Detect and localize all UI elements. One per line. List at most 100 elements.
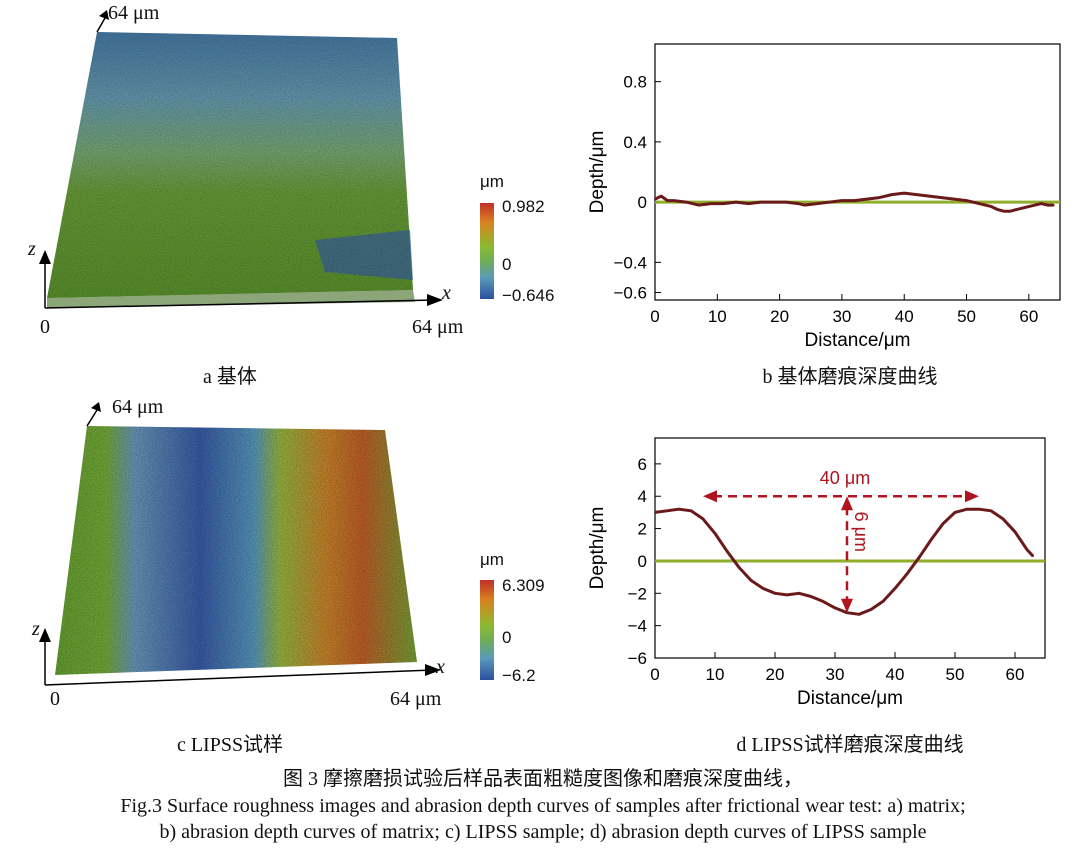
- b-data-point: [1021, 207, 1024, 210]
- c-colorbar-zero: 0: [502, 628, 512, 647]
- b-data-point: [685, 201, 688, 204]
- d-data-point: [978, 508, 980, 511]
- b-data-point: [890, 193, 893, 196]
- b-data-point: [928, 195, 931, 197]
- d-x-tick-label: 50: [946, 665, 965, 684]
- b-x-tick-label: 50: [957, 307, 976, 326]
- c-z-axis-label: z: [32, 618, 40, 640]
- d-data-point: [858, 613, 860, 616]
- c-x-axis-label: x: [436, 656, 445, 678]
- d-depth-arrow-bottom-head: [841, 598, 853, 613]
- b-data-point: [710, 202, 712, 205]
- b-data-point: [1052, 204, 1055, 207]
- chart-d: 0 10 20 30 40 50 606420−2−4−6Distance/μmDepth/…: [587, 437, 1046, 709]
- b-y-tick-label: −0.6: [613, 283, 647, 302]
- d-data-point: [870, 608, 872, 611]
- surface-image-c: [39, 402, 441, 686]
- a-colorbar-min: −0.646: [502, 286, 555, 305]
- d-data-point: [654, 511, 656, 514]
- d-data-point: [738, 566, 740, 569]
- d-data-point: [690, 509, 692, 512]
- b-data-point: [1046, 204, 1049, 207]
- b-data-point: [978, 202, 980, 205]
- a-colorbar-zero: 0: [502, 255, 512, 274]
- b-data-point: [747, 202, 750, 205]
- d-y-tick-label: 6: [638, 455, 647, 474]
- b-x-tick-label: 60: [1019, 307, 1038, 326]
- a-colorbar-max: 0.982: [502, 197, 545, 216]
- b-data-point: [666, 199, 669, 202]
- b-x-tick-label: 10: [708, 307, 727, 326]
- b-data-point: [1034, 204, 1036, 207]
- chart-b: 0 10 20 30 40 50 60 0.8 0.4 0 −0.4 −0.6 Distance/μm D…: [587, 43, 1061, 350]
- d-width-arrow-right-head: [965, 490, 979, 503]
- d-x-tick-label: 30: [826, 665, 845, 684]
- d-data-point: [906, 572, 908, 575]
- b-data-point: [828, 201, 831, 204]
- b-data-point: [853, 199, 856, 202]
- d-x-tick-label: 0: [650, 665, 659, 684]
- b-data-point: [784, 201, 787, 204]
- d-data-point: [1002, 517, 1004, 520]
- d-data-point: [1032, 555, 1034, 557]
- d-x-tick-label: 20: [766, 665, 785, 684]
- d-data-point: [882, 600, 884, 603]
- d-y-axis-title: Depth/μm: [587, 507, 608, 590]
- c-colorbar-max: 6.309: [502, 576, 545, 595]
- c-colorbar-min: −6.2: [502, 666, 536, 685]
- a-top-dim-label: 64 μm: [108, 2, 160, 24]
- b-data-point: [903, 192, 906, 194]
- d-data-point: [930, 539, 932, 541]
- d-x-tick-label: 40: [886, 665, 905, 684]
- b-data-point: [816, 202, 818, 205]
- d-data-point: [726, 550, 728, 553]
- b-data-point: [760, 201, 762, 204]
- d-y-tick-label: 2: [638, 520, 647, 539]
- d-x-tick-label: 60: [1006, 665, 1025, 684]
- b-x-tick-label: 20: [770, 307, 789, 326]
- c-right-dim-label: 64 μm: [390, 688, 442, 710]
- b-data-point: [915, 193, 918, 196]
- b-data-point: [990, 205, 993, 208]
- d-x-tick-label: 10: [706, 665, 725, 684]
- d-data-point: [798, 592, 800, 595]
- a-origin-label: 0: [40, 316, 50, 338]
- d-depth-annotation: 6 μm: [851, 512, 871, 552]
- b-data-point: [865, 198, 868, 201]
- d-data-point: [834, 606, 836, 609]
- a-x-axis-label: x: [442, 282, 451, 304]
- b-y-axis-title: Depth/μm: [587, 131, 608, 214]
- surface-image-a: [39, 10, 443, 309]
- b-x-tick-label: 30: [832, 307, 851, 326]
- b-data-point: [1040, 202, 1043, 205]
- b-data-point: [940, 196, 943, 199]
- d-y-tick-label: 0: [638, 552, 647, 571]
- d-data-point: [762, 587, 764, 590]
- b-data-point: [672, 199, 675, 202]
- c-colorbar: [480, 580, 494, 680]
- b-data-point: [996, 208, 999, 211]
- a-right-dim-label: 64 μm: [412, 316, 464, 338]
- d-data-point: [1014, 530, 1016, 533]
- b-y-tick-label: 0.4: [623, 133, 647, 152]
- b-caption: b 基体磨痕深度曲线: [762, 366, 938, 388]
- b-x-tick-label: 40: [895, 307, 914, 326]
- b-data-point: [772, 201, 775, 204]
- figure-caption-en-line1: Fig.3 Surface roughness images and abras…: [120, 795, 966, 817]
- d-width-annotation: 40 μm: [820, 468, 870, 488]
- b-data-point: [722, 202, 725, 205]
- a-colorbar: [480, 203, 494, 299]
- b-data-point: [803, 204, 806, 207]
- b-data-point: [965, 199, 968, 202]
- b-data-point: [697, 204, 700, 207]
- d-y-tick-label: −2: [628, 584, 647, 603]
- d-data-point: [966, 508, 968, 511]
- d-caption: d LIPSS试样磨痕深度曲线: [736, 734, 964, 756]
- d-y-tick-label: 4: [638, 487, 647, 506]
- b-data-point: [1003, 210, 1005, 213]
- d-x-axis-title: Distance/μm: [797, 688, 903, 709]
- d-y-tick-label: −4: [628, 617, 647, 636]
- b-x-tick-label: 0: [650, 307, 659, 326]
- d-data-point: [990, 509, 992, 512]
- b-data-point: [1027, 205, 1030, 208]
